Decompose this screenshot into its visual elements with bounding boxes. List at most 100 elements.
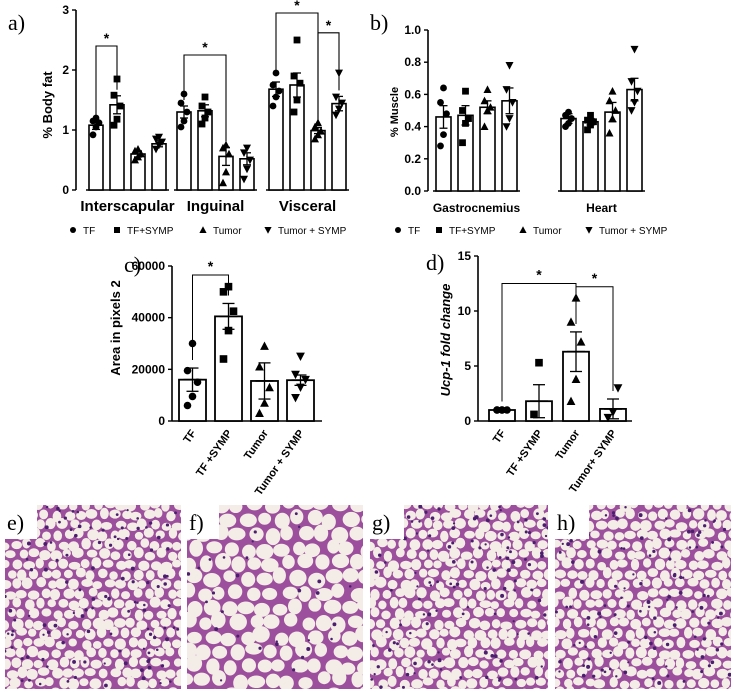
adipocyte-cell [64,529,75,540]
adipocyte-cell [659,528,671,540]
nucleus-dot [130,566,135,571]
adipocyte-cell [127,579,139,591]
nucleus-dot [639,582,643,586]
adipocyte-cell [387,579,398,590]
adipocyte-cell [395,665,405,678]
adipocyte-cell [249,527,264,541]
adipocyte-cell [168,687,178,689]
nucleus-dot [527,531,531,535]
adipocyte-cell [146,648,155,658]
nucleus-dot [20,679,24,682]
adipocyte-cell [383,667,393,677]
adipocyte-cell [520,509,530,519]
adipocyte-cell [498,687,506,689]
adipocyte-cell [463,570,475,579]
adipocyte-cell [325,569,343,584]
adipocyte-cell [467,637,478,649]
data-point-c [255,408,264,418]
nucleus-dot [720,642,724,646]
adipocyte-cell [723,600,731,610]
adipocyte-cell [687,599,698,610]
nucleus-dot [702,593,706,598]
nucleus-dot [348,585,352,588]
adipocyte-cell [199,617,212,630]
nucleus-dot [716,616,720,619]
adipocyte-cell [263,644,277,659]
data-point-b [584,126,591,134]
adipocyte-cell [13,638,23,649]
data-point-b [443,110,450,118]
adipocyte-cell [716,510,727,521]
adipocyte-cell [404,568,415,580]
adipocyte-cell [512,539,523,551]
adipocyte-cell [703,666,716,677]
adipocyte-cell [519,649,532,660]
nucleus-dot [42,623,47,628]
adipocyte-cell [137,580,147,589]
adipocyte-cell [346,646,363,661]
adipocyte-cell [705,646,718,657]
adipocyte-cell [150,619,160,629]
adipocyte-cell [648,686,657,689]
adipocyte-cell [434,619,444,631]
nucleus-dot [527,563,532,567]
ylabel-a: % Body fat [40,71,55,139]
adipocyte-cell [16,608,25,619]
adipocyte-cell [543,569,548,581]
nucleus-dot [586,623,590,626]
adipocyte-cell [435,581,445,591]
nucleus-dot [108,543,113,547]
adipocyte-cell [566,547,576,559]
adipocyte-cell [56,617,66,628]
nucleus-dot [63,516,67,520]
adipocyte-cell [328,687,340,689]
adipocyte-cell [718,570,728,581]
nucleus-dot [427,612,432,617]
adipocyte-cell [591,510,603,521]
adipocyte-cell [412,600,423,610]
adipocyte-cell [116,560,127,570]
nucleus-dot [608,667,612,671]
adipocyte-cell [49,588,61,601]
adipocyte-cell [74,589,85,600]
adipocyte-cell [496,649,507,659]
adipocyte-cell [463,645,474,658]
y-tick-label-b: 0.2 [404,152,421,166]
adipocyte-cell [35,558,44,569]
data-point-b [437,99,444,106]
adipocyte-cell [404,587,416,599]
nucleus-dot [80,614,85,618]
nucleus-dot [120,576,125,581]
adipocyte-cell [392,628,404,641]
category-label-b: Gastrocnemius [433,201,521,215]
data-point-a [134,145,142,153]
adipocyte-cell [555,596,559,608]
adipocyte-cell [574,657,584,666]
data-point-b [568,115,575,122]
nucleus-dot [470,539,474,543]
nucleus-dot [25,557,29,561]
adipocyte-cell [383,550,393,562]
adipocyte-cell [680,549,691,558]
adipocyte-cell [220,632,236,647]
adipocyte-cell [241,631,256,646]
adipocyte-cell [389,597,399,609]
adipocyte-cell [274,512,290,529]
legend-marker-b [436,227,442,233]
nucleus-dot [455,582,460,586]
data-point-c [188,392,197,401]
adipocyte-cell [51,569,62,579]
adipocyte-cell [496,547,507,559]
adipocyte-cell [70,519,80,529]
adipocyte-cell [687,577,699,587]
nucleus-dot [540,554,544,558]
data-point-c [219,288,228,296]
nucleus-dot [524,557,527,561]
adipocyte-cell [630,521,641,531]
data-point-b [633,87,642,96]
y-tick-label-b: 0.6 [404,87,421,101]
adipocyte-cell [429,629,440,640]
adipocyte-cell [616,559,628,568]
nucleus-dot [43,567,48,572]
adipocyte-cell [299,526,315,541]
